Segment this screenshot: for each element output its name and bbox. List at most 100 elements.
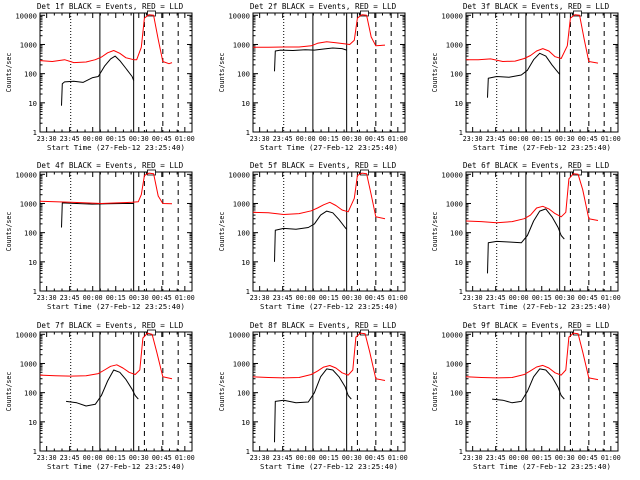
chart-title: Det 8f BLACK = Events, RED = LLD [250,321,397,330]
x-tick-label: 23:30 [463,294,483,302]
y-tick-label: 100 [237,229,250,238]
x-tick-label: 00:45 [578,294,598,302]
y-tick-label: 100 [24,229,37,238]
x-tick-label: 00:45 [365,294,385,302]
lld-series-line [465,173,599,224]
x-tick-label: 00:00 [83,294,103,302]
chart-title: Det 7f BLACK = Events, RED = LLD [37,321,184,330]
x-tick-label: 01:00 [175,454,195,462]
y-tick-label: 10 [454,99,463,108]
y-tick-label: 1000 [233,40,250,49]
x-tick-label: 23:45 [60,294,80,302]
x-tick-label: 00:00 [83,454,103,462]
chart-title: Det 2f BLACK = Events, RED = LLD [250,2,397,11]
x-tick-label: 23:45 [273,294,293,302]
plot-frame [252,12,406,133]
lld-series-line [465,332,599,381]
x-axis-label: Start Time (27-Feb-12 23:25:40) [47,143,185,152]
y-tick-label: 10 [454,258,463,267]
x-tick-label: 23:45 [486,294,506,302]
flag-marker [573,169,582,176]
x-tick-label: 23:30 [37,135,57,143]
x-tick-label: 23:45 [486,454,506,462]
x-tick-label: 00:30 [555,454,575,462]
lld-series-line [466,14,599,64]
x-tick-label: 00:45 [152,135,172,143]
y-tick-label: 100 [24,389,37,398]
x-tick-label: 00:15 [319,135,339,143]
x-axis-label: Start Time (27-Feb-12 23:25:40) [473,462,611,471]
x-tick-label: 00:15 [532,454,552,462]
x-axis-label: Start Time (27-Feb-12 23:25:40) [47,302,185,311]
y-tick-label: 100 [24,70,37,79]
y-tick-label: 10000 [441,330,463,339]
y-tick-label: 10000 [15,170,37,179]
x-axis-label: Start Time (27-Feb-12 23:25:40) [260,143,398,152]
lld-series-line [252,332,386,381]
chart-panel-5: Det 5f BLACK = Events, RED = LLD 1 10 100 10… [218,161,408,311]
y-tick-label: 100 [237,70,250,79]
events-series-line [66,369,139,407]
y-tick-label: 10 [28,418,37,427]
x-axis-label: Start Time (27-Feb-12 23:25:40) [473,302,611,311]
x-tick-label: 00:45 [578,135,598,143]
plot-frame [39,12,193,133]
y-tick-label: 1 [459,128,463,137]
x-tick-label: 23:30 [37,294,57,302]
x-tick-label: 00:00 [509,454,529,462]
plot-frame [252,171,406,292]
y-tick-label: 10000 [15,330,37,339]
chart-title: Det 5f BLACK = Events, RED = LLD [250,161,397,170]
x-axis-label: Start Time (27-Feb-12 23:25:40) [260,302,398,311]
x-tick-label: 01:00 [175,135,195,143]
x-tick-label: 00:00 [296,454,316,462]
x-tick-label: 23:30 [463,454,483,462]
x-tick-label: 23:45 [273,454,293,462]
x-axis-label: Start Time (27-Feb-12 23:25:40) [47,462,185,471]
flag-marker [147,329,156,336]
x-axis-label: Start Time (27-Feb-12 23:25:40) [473,143,611,152]
y-tick-label: 1000 [20,359,37,368]
y-tick-label: 10000 [228,11,250,20]
y-tick-label: 1 [33,447,37,456]
chart-title: Det 6f BLACK = Events, RED = LLD [463,161,610,170]
y-axis-label: Counts/sec [431,212,439,252]
y-axis-label: Counts/sec [5,372,13,412]
x-tick-label: 00:15 [532,135,552,143]
y-tick-label: 10000 [441,11,463,20]
y-tick-label: 10000 [228,330,250,339]
flag-marker [147,169,156,176]
x-tick-label: 00:15 [319,454,339,462]
x-tick-label: 23:45 [60,454,80,462]
y-axis-label: Counts/sec [431,372,439,412]
lld-series-line [253,14,386,48]
x-tick-label: 00:15 [106,135,126,143]
y-axis-label: Counts/sec [5,53,13,93]
x-tick-label: 00:45 [578,454,598,462]
y-tick-label: 10 [241,99,250,108]
flag-marker [360,329,369,336]
events-series-line [274,368,352,443]
x-tick-label: 01:00 [601,454,621,462]
flag-marker [360,10,369,17]
chart-panel-6: Det 6f BLACK = Events, RED = LLD 1 10 100 10… [431,161,621,311]
plot-frame [252,331,406,452]
y-tick-label: 100 [450,229,463,238]
events-series-line [61,202,134,228]
x-tick-label: 01:00 [388,294,408,302]
x-tick-label: 00:30 [342,294,362,302]
chart-panel-4: Det 4f BLACK = Events, RED = LLD 1 10 100 10… [5,161,195,311]
x-tick-label: 00:45 [152,454,172,462]
chart-panel-9: Det 9f BLACK = Events, RED = LLD 1 10 100 10… [431,321,621,471]
y-tick-label: 10000 [15,11,37,20]
x-tick-label: 23:30 [250,135,270,143]
y-tick-label: 1 [33,128,37,137]
chart-panel-2: Det 2f BLACK = Events, RED = LLD 1 10 100 10… [218,2,408,152]
chart-panel-8: Det 8f BLACK = Events, RED = LLD 1 10 100 10… [218,321,408,471]
x-tick-label: 01:00 [601,135,621,143]
y-tick-label: 10 [241,418,250,427]
flag-marker [147,10,156,17]
x-tick-label: 00:30 [555,135,575,143]
x-tick-label: 00:45 [365,454,385,462]
x-tick-label: 00:00 [509,135,529,143]
